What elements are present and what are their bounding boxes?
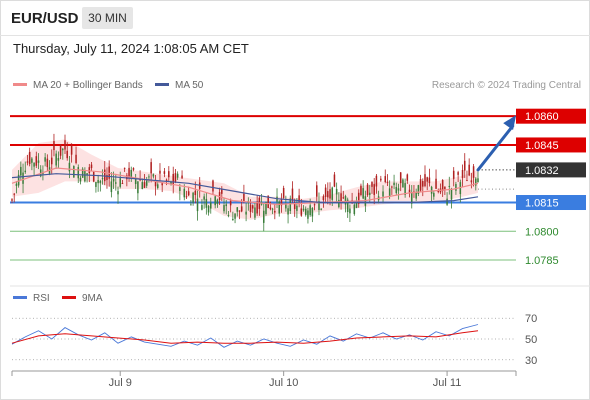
ma20-swatch [13, 82, 27, 86]
legend-label-ma20: MA 20 + Bollinger Bands [33, 80, 143, 91]
legend-label-9ma: 9MA [82, 293, 103, 304]
legend-item-ma50: MA 50 [155, 80, 203, 92]
rsi-swatch [13, 295, 27, 299]
legend-label-ma50: MA 50 [175, 80, 204, 91]
rsi-ma-swatch [62, 295, 76, 299]
timestamp: Thursday, July 11, 2024 1:08:05 AM CET [13, 41, 249, 56]
legend-item-9ma: 9MA [62, 293, 103, 305]
symbol-label: EUR/USD [11, 10, 79, 27]
legend-item-rsi: RSI [13, 293, 50, 305]
copyright-text: Research © 2024 Trading Central [431, 80, 581, 91]
timeframe-button[interactable]: 30 MIN [82, 7, 133, 29]
chart-header: EUR/USD 30 MIN [0, 0, 590, 36]
legend-item-ma20-bollinger: MA 20 + Bollinger Bands [13, 80, 143, 92]
ma50-swatch [155, 82, 169, 86]
legend-label-rsi: RSI [33, 293, 50, 304]
